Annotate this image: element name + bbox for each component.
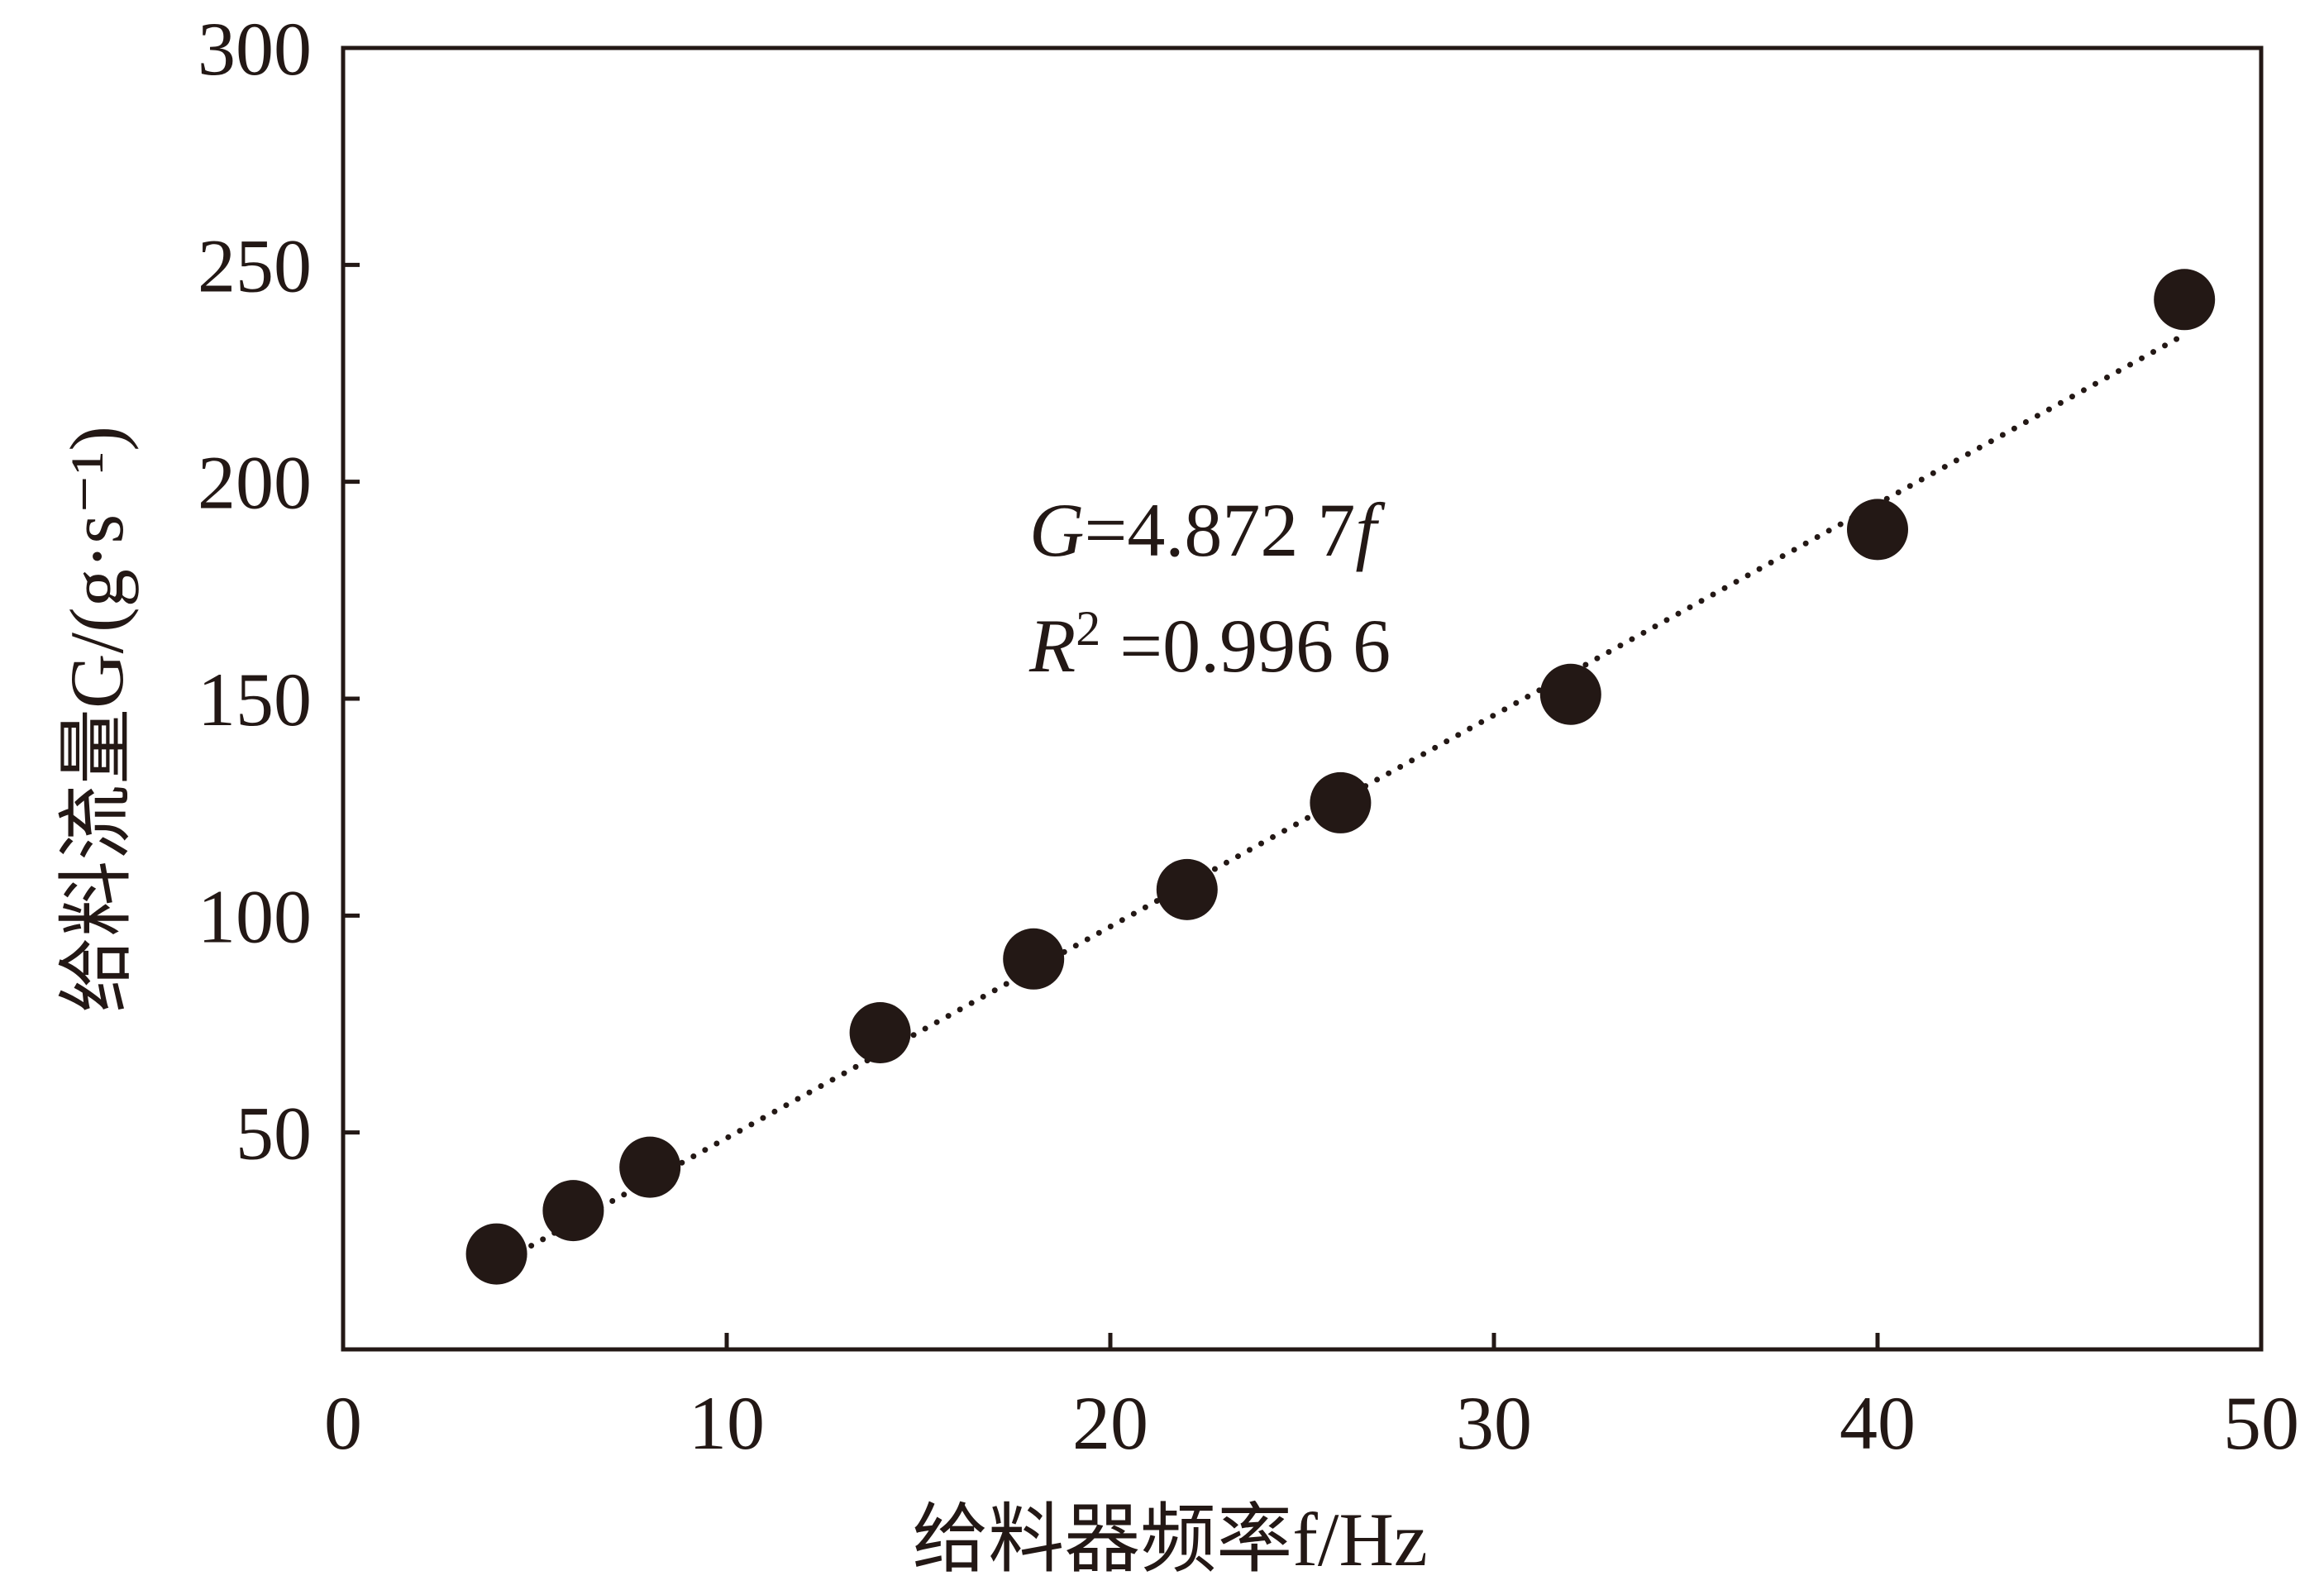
data-point [2154, 269, 2216, 331]
data-point [1156, 858, 1218, 920]
equation-coefficient: =4.872 7 [1084, 488, 1355, 572]
data-point [619, 1136, 681, 1198]
y-tick-label: 200 [198, 441, 312, 525]
y-tick-label: 300 [198, 7, 312, 91]
y-tick-label: 250 [198, 223, 312, 308]
r-squared-sup: 2 [1076, 601, 1100, 656]
ticks: 0 10 20 30 40 50 50 100 150 200 250 300 [198, 7, 2299, 1465]
equation-var-f: f [1355, 488, 1386, 572]
equation-var-g: G [1029, 488, 1084, 572]
y-tick-label: 100 [198, 874, 312, 958]
x-tick-label: 30 [1456, 1381, 1532, 1465]
r-squared-annotation: R2 =0.996 6 [1028, 601, 1391, 688]
data-point [849, 1001, 911, 1063]
y-tick-label: 50 [236, 1091, 312, 1176]
data-point [542, 1180, 604, 1242]
data-point [1847, 499, 1908, 561]
equation-annotation: G=4.872 7f [1029, 488, 1386, 572]
x-tick-label: 40 [1840, 1381, 1916, 1465]
x-tick-label: 0 [324, 1381, 362, 1465]
x-tick-label: 50 [2223, 1381, 2299, 1465]
x-tick-label: 10 [689, 1381, 765, 1465]
x-tick-label: 20 [1072, 1381, 1148, 1465]
x-axis-title: 给料器频率f/Hz [912, 1497, 1427, 1582]
data-points [465, 269, 2216, 1285]
y-axis-title: 给料流量G/(g·s⁻¹) [55, 426, 139, 1013]
data-point [1310, 771, 1372, 833]
data-point [1539, 663, 1601, 725]
data-point [1003, 928, 1065, 990]
y-tick-label: 150 [198, 657, 312, 742]
r-squared-value: =0.996 6 [1100, 604, 1391, 688]
data-point [465, 1223, 527, 1285]
r-squared-var: R [1028, 604, 1076, 688]
